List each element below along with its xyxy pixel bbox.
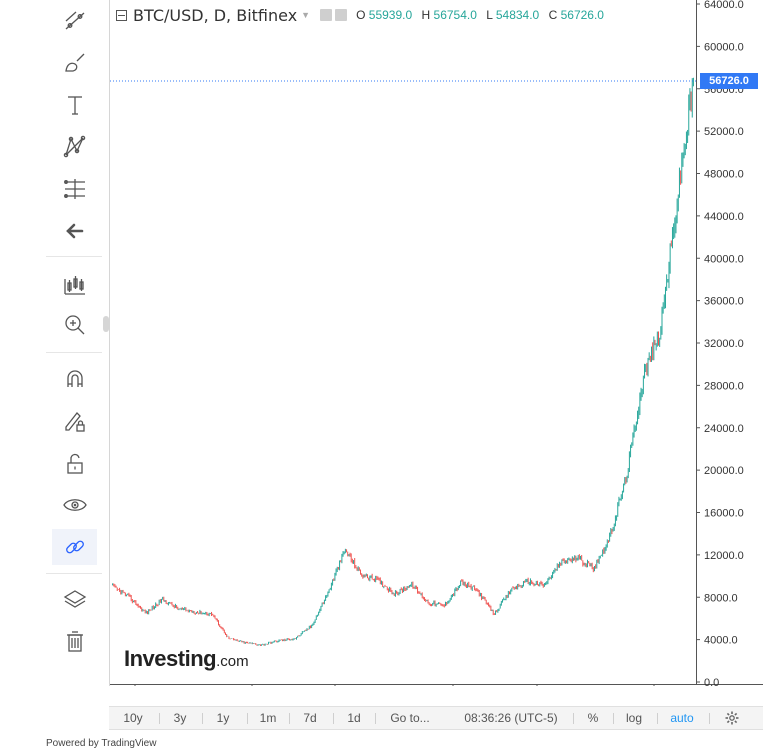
toolbar-divider bbox=[46, 256, 102, 257]
log-scale-button[interactable]: log bbox=[625, 711, 642, 725]
clock-display: 08:36:26 (UTC-5) bbox=[464, 711, 558, 725]
trash-icon[interactable] bbox=[52, 624, 97, 660]
last-price-tag: 56726.0 bbox=[700, 73, 758, 90]
bottom-toolbar: 10y 3y 1y 1m 7d 1d Go to... 08:36:26 (UT… bbox=[109, 706, 763, 730]
y-tick-label: 0.0 bbox=[704, 677, 719, 686]
range-1y-button[interactable]: 1y bbox=[216, 711, 230, 725]
go-to-button[interactable]: Go to... bbox=[390, 711, 430, 725]
low-value: 54834.0 bbox=[495, 8, 540, 22]
range-3y-button[interactable]: 3y bbox=[173, 711, 187, 725]
high-value: 56754.0 bbox=[433, 8, 477, 22]
visibility-toggle-icon[interactable] bbox=[335, 9, 348, 21]
logo-suffix: .com bbox=[216, 653, 249, 670]
pattern-tool-icon[interactable] bbox=[52, 129, 97, 165]
drawing-toolbar bbox=[46, 0, 102, 680]
high-label: H bbox=[421, 8, 431, 22]
y-tick-label: 28000.0 bbox=[704, 380, 744, 392]
y-tick-label: 32000.0 bbox=[704, 338, 744, 350]
unlock-icon[interactable] bbox=[52, 446, 97, 482]
auto-scale-button[interactable]: auto bbox=[670, 711, 694, 725]
y-tick-label: 64000.0 bbox=[704, 0, 744, 11]
range-7d-button[interactable]: 7d bbox=[303, 711, 317, 725]
y-tick-label: 60000.0 bbox=[704, 41, 744, 53]
toolbar-divider bbox=[46, 352, 102, 353]
y-tick-label: 44000.0 bbox=[704, 211, 744, 223]
layers-icon[interactable] bbox=[52, 582, 97, 618]
measure-tool-icon[interactable] bbox=[52, 266, 97, 302]
magnet-icon[interactable] bbox=[52, 361, 97, 397]
prediction-tool-icon[interactable] bbox=[52, 171, 97, 207]
y-tick-label: 40000.0 bbox=[704, 253, 744, 265]
y-tick-label: 8000.0 bbox=[704, 592, 738, 604]
chevron-down-icon[interactable]: ▼ bbox=[301, 10, 311, 20]
range-10y-button[interactable]: 10y bbox=[123, 711, 143, 725]
y-tick-label: 24000.0 bbox=[704, 423, 744, 435]
settings-gear-icon[interactable] bbox=[320, 9, 333, 21]
ohlc-values: O 55939.0 H 56754.0 L 54834.0 C 56726.0 bbox=[356, 8, 610, 22]
legend-collapse-icon[interactable] bbox=[116, 9, 127, 21]
y-tick-label: 12000.0 bbox=[704, 550, 744, 562]
logo-brand: Investing bbox=[124, 646, 217, 671]
zoom-in-icon[interactable] bbox=[52, 307, 97, 343]
y-tick-label: 48000.0 bbox=[704, 169, 744, 181]
y-tick-label: 4000.0 bbox=[704, 635, 738, 647]
brush-tool-icon[interactable] bbox=[52, 45, 97, 81]
close-label: C bbox=[548, 8, 558, 22]
price-chart[interactable]: 64000.060000.056000.052000.048000.044000… bbox=[110, 0, 763, 686]
toolbar-divider bbox=[46, 573, 102, 574]
trend-line-tool-icon[interactable] bbox=[52, 3, 97, 39]
range-1m-button[interactable]: 1m bbox=[259, 711, 277, 725]
price-axis bbox=[696, 0, 763, 684]
eye-icon[interactable] bbox=[52, 487, 97, 523]
y-tick-label: 36000.0 bbox=[704, 296, 744, 308]
toolbar-collapse-handle[interactable] bbox=[103, 316, 109, 332]
text-tool-icon[interactable] bbox=[52, 87, 97, 123]
lock-drawing-icon[interactable] bbox=[52, 403, 97, 439]
y-tick-label: 52000.0 bbox=[704, 126, 744, 138]
percent-scale-button[interactable]: % bbox=[587, 711, 599, 725]
chart-legend: BTC/USD, D, Bitfinex ▼ O 55939.0 H 56754… bbox=[116, 5, 610, 25]
y-tick-label: 20000.0 bbox=[704, 465, 744, 477]
link-icon[interactable] bbox=[52, 529, 97, 565]
y-tick-label: 16000.0 bbox=[704, 508, 744, 520]
chart-pane[interactable]: 64000.0 60000.0 56000.0 52000.0 48000.0 44000… bbox=[109, 0, 763, 686]
open-value: 55939.0 bbox=[368, 8, 413, 22]
range-1d-button[interactable]: 1d bbox=[347, 711, 361, 725]
open-label: O bbox=[356, 8, 366, 22]
close-value: 56726.0 bbox=[560, 8, 604, 22]
symbol-title[interactable]: BTC/USD, D, Bitfinex bbox=[133, 5, 298, 25]
powered-by-footer: Powered by TradingView bbox=[46, 738, 157, 749]
investing-logo: Investing.com bbox=[124, 646, 249, 672]
back-arrow-icon[interactable] bbox=[52, 213, 97, 249]
low-label: L bbox=[486, 8, 493, 22]
settings-gear-icon[interactable] bbox=[721, 707, 743, 729]
